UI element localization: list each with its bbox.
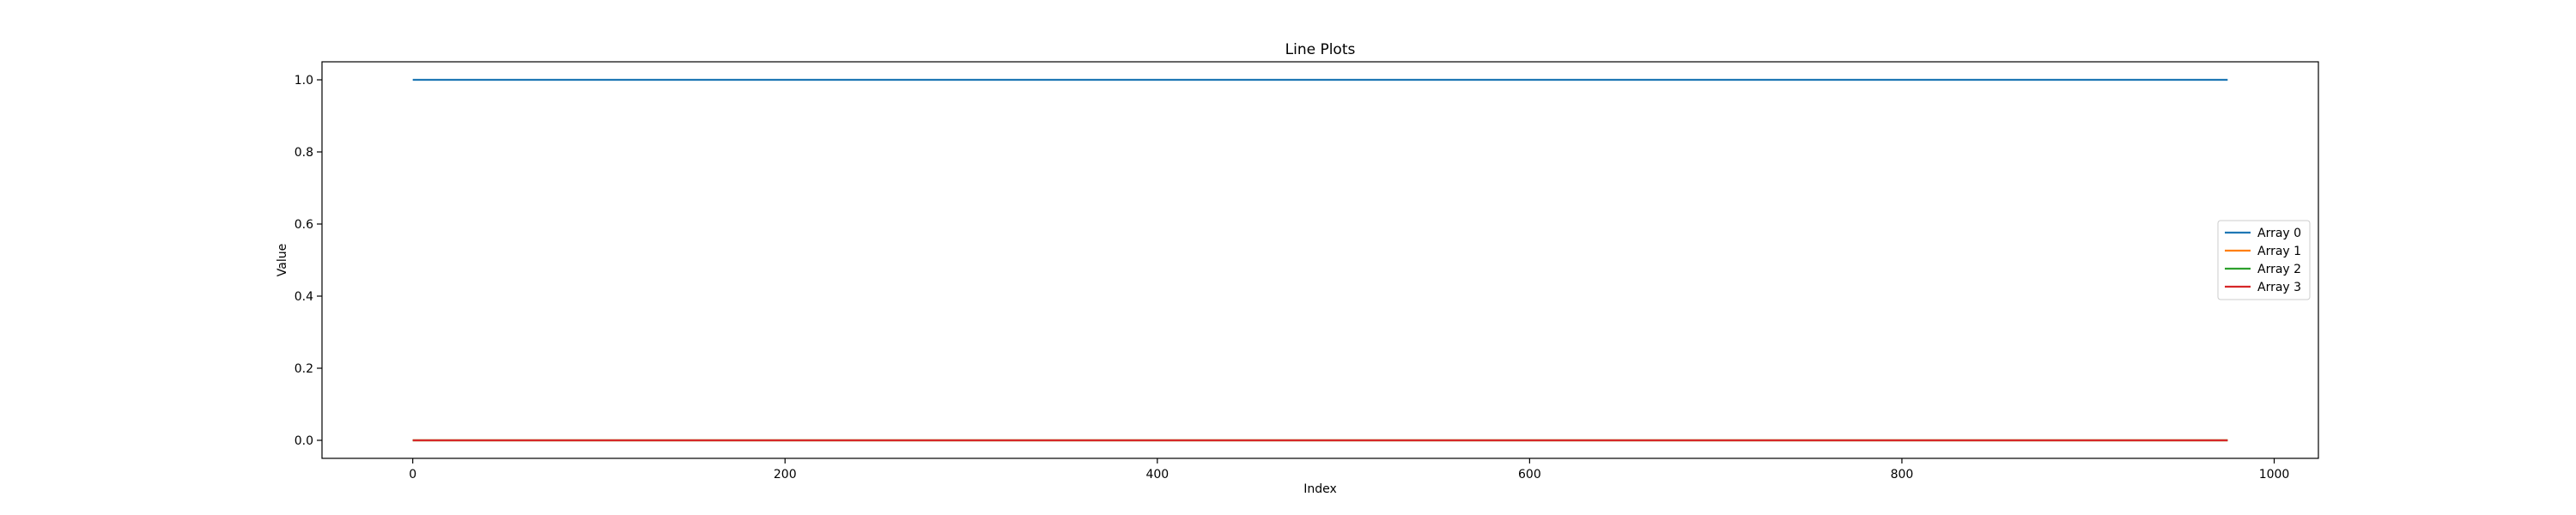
legend-label-2: Array 2 xyxy=(2257,263,2301,276)
legend-box xyxy=(2217,220,2311,300)
y-tick-label: 0.8 xyxy=(295,146,313,160)
y-tick-label: 0.2 xyxy=(295,362,313,376)
legend-label-0: Array 0 xyxy=(2257,227,2301,240)
y-tick-label: 1.0 xyxy=(295,74,313,88)
x-tick-label: 600 xyxy=(1518,468,1541,482)
legend-label-1: Array 1 xyxy=(2257,245,2301,258)
y-tick-label: 0.4 xyxy=(295,290,313,304)
chart-title: Line Plots xyxy=(1285,41,1356,58)
x-tick-label: 200 xyxy=(774,468,797,482)
plot-area xyxy=(412,78,2228,442)
legend-label-3: Array 3 xyxy=(2257,281,2301,294)
y-tick-label: 0.0 xyxy=(295,434,313,448)
plot-frame xyxy=(321,61,2319,459)
x-tick-label: 800 xyxy=(1891,468,1914,482)
legend: Array 0 Array 1 Array 2 Array 3 xyxy=(2217,220,2311,300)
x-tick-label: 400 xyxy=(1145,468,1169,482)
y-axis: 0.0 0.2 0.4 0.6 0.8 1.0 xyxy=(295,74,322,448)
y-tick-label: 0.6 xyxy=(295,218,313,232)
x-axis-label: Index xyxy=(1303,482,1337,496)
x-tick-label: 0 xyxy=(409,468,416,482)
x-axis: 0 200 400 600 800 1000 xyxy=(409,458,2289,482)
x-tick-label: 1000 xyxy=(2259,468,2290,482)
y-axis-label: Value xyxy=(276,244,289,276)
